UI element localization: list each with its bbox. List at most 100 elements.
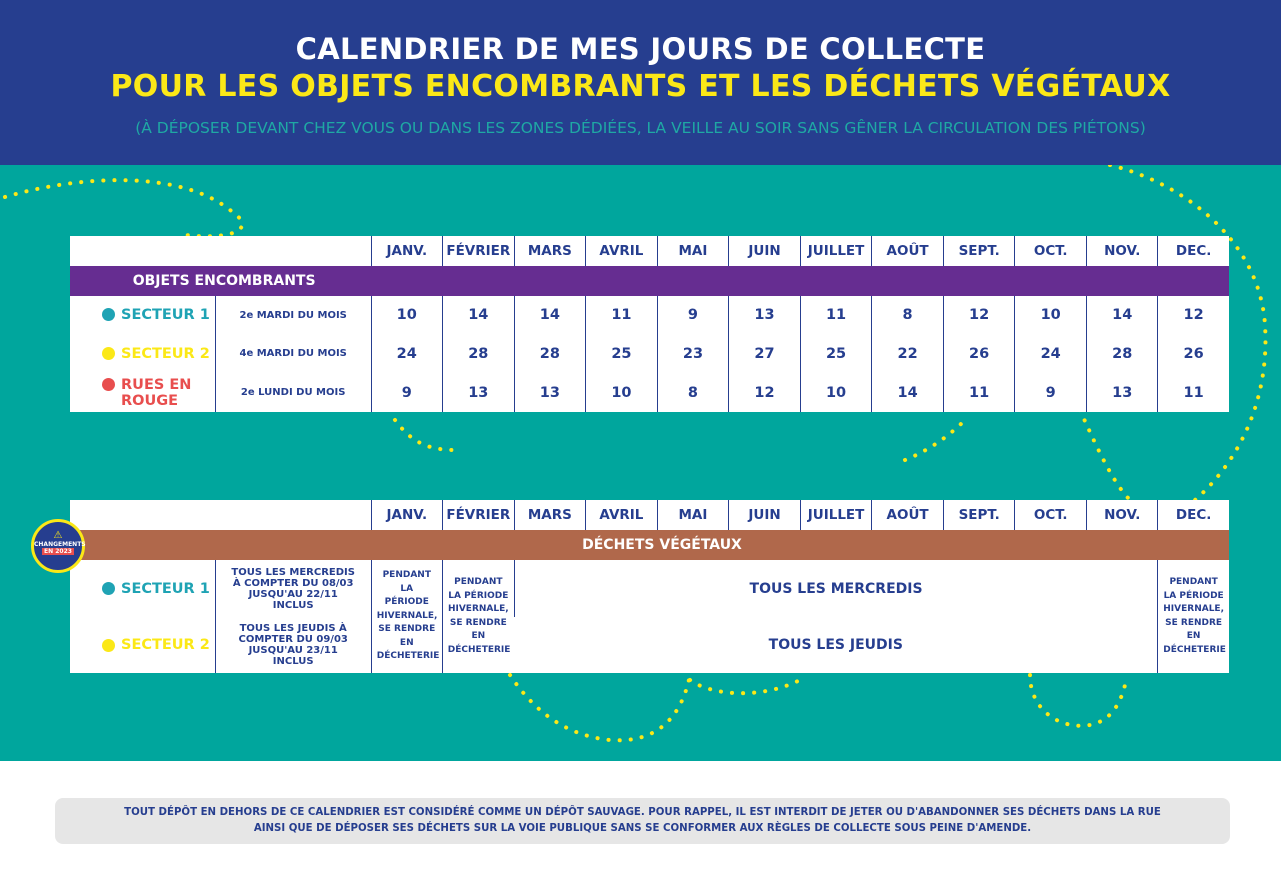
badge-line-2: EN 2023 bbox=[42, 548, 74, 555]
deposit-note: (À DÉPOSER DEVANT CHEZ VOUS OU DANS LES … bbox=[135, 119, 1146, 137]
sector-cell: RUES EN ROUGE bbox=[70, 373, 216, 412]
day-cell: 12 bbox=[943, 296, 1015, 334]
month-nov: NOV. bbox=[1086, 236, 1158, 266]
month-oct: OCT. bbox=[1014, 500, 1087, 530]
day-cell: 8 bbox=[871, 296, 944, 334]
month-jun: JUIN bbox=[727, 500, 801, 530]
day-cell: 9 bbox=[656, 296, 729, 334]
day-cell: 13 bbox=[1086, 373, 1158, 412]
day-cell: 22 bbox=[871, 334, 944, 373]
badge-line-1: CHANGEMENTS bbox=[34, 541, 86, 548]
rule-cell: TOUS LES MERCREDIS À COMPTER DU 08/03 JU… bbox=[214, 560, 372, 617]
day-cell: 26 bbox=[943, 334, 1015, 373]
table-row: SECTEUR 2 4e MARDI DU MOIS 24 28 28 25 2… bbox=[70, 334, 1229, 373]
day-cell: 28 bbox=[441, 334, 515, 373]
month-may: MAI bbox=[656, 500, 729, 530]
header-blank bbox=[70, 236, 372, 266]
warning-icon: ⚠ bbox=[53, 530, 63, 541]
month-apr: AVRIL bbox=[584, 500, 658, 530]
page-title: CALENDRIER DE MES JOURS DE COLLECTE bbox=[295, 32, 986, 66]
vegetaux-table: JANV. FÉVRIER MARS AVRIL MAI JUIN JUILLE… bbox=[70, 500, 1229, 673]
day-cell: 11 bbox=[584, 296, 658, 334]
rues-en-rouge-dot-icon bbox=[102, 378, 115, 391]
changes-badge: ⚠ CHANGEMENTS EN 2023 bbox=[31, 519, 86, 573]
day-cell: 28 bbox=[1086, 334, 1158, 373]
sector-1-dot-icon bbox=[102, 308, 115, 321]
month-apr: AVRIL bbox=[584, 236, 658, 266]
day-cell: 9 bbox=[370, 373, 443, 412]
encombrants-table: JANV. FÉVRIER MARS AVRIL MAI JUIN JUILLE… bbox=[70, 236, 1229, 412]
sector-cell: SECTEUR 1 bbox=[70, 296, 216, 334]
month-mar: MARS bbox=[513, 236, 586, 266]
encombrants-band-fill bbox=[371, 266, 1229, 296]
day-cell: 10 bbox=[370, 296, 443, 334]
day-cell: 13 bbox=[727, 296, 801, 334]
month-mar: MARS bbox=[513, 500, 586, 530]
day-cell: 24 bbox=[370, 334, 443, 373]
day-cell: 25 bbox=[800, 334, 872, 373]
day-cell: 23 bbox=[656, 334, 729, 373]
winter-note-jan: PENDANT LA PÉRIODE HIVERNALE, SE RENDRE … bbox=[370, 560, 443, 673]
sector-label: SECTEUR 1 bbox=[121, 307, 210, 323]
footer-line-1: TOUT DÉPÔT EN DEHORS DE CE CALENDRIER ES… bbox=[124, 807, 1161, 818]
day-cell: 13 bbox=[441, 373, 515, 412]
sector-1-dot-icon bbox=[102, 582, 115, 595]
sector-cell: SECTEUR 1 bbox=[70, 560, 216, 617]
header: CALENDRIER DE MES JOURS DE COLLECTE POUR… bbox=[0, 0, 1281, 165]
month-dec: DEC. bbox=[1157, 500, 1229, 530]
day-cell: 8 bbox=[656, 373, 729, 412]
day-cell: 25 bbox=[584, 334, 658, 373]
day-cell: 10 bbox=[1014, 296, 1087, 334]
day-cell: 10 bbox=[584, 373, 658, 412]
day-cell: 9 bbox=[1014, 373, 1087, 412]
schedule-sector-1: TOUS LES MERCREDIS bbox=[513, 560, 1158, 617]
day-cell: 27 bbox=[727, 334, 801, 373]
sector-label: SECTEUR 2 bbox=[121, 345, 210, 362]
rule-cell: 2e MARDI DU MOIS bbox=[214, 296, 372, 334]
month-jan: JANV. bbox=[370, 236, 443, 266]
month-sep: SEPT. bbox=[943, 500, 1015, 530]
day-cell: 11 bbox=[943, 373, 1015, 412]
month-may: MAI bbox=[656, 236, 729, 266]
day-cell: 24 bbox=[1014, 334, 1087, 373]
month-nov: NOV. bbox=[1086, 500, 1158, 530]
footer-line-2: AINSI QUE DE DÉPOSER SES DÉCHETS SUR LA … bbox=[253, 823, 1032, 834]
table-row: RUES EN ROUGE 2e LUNDI DU MOIS 9 13 13 1… bbox=[70, 373, 1229, 412]
sector-2-dot-icon bbox=[102, 639, 115, 652]
month-jul: JUILLET bbox=[800, 500, 872, 530]
vegetaux-title: DÉCHETS VÉGÉTAUX bbox=[70, 530, 1229, 560]
winter-note-dec: PENDANT LA PÉRIODE HIVERNALE, SE RENDRE … bbox=[1157, 560, 1229, 673]
day-cell: 14 bbox=[441, 296, 515, 334]
sector-label: SECTEUR 1 bbox=[121, 580, 210, 597]
page-subtitle: POUR LES OBJETS ENCOMBRANTS ET LES DÉCHE… bbox=[110, 69, 1171, 104]
month-feb: FÉVRIER bbox=[441, 236, 515, 266]
table-row: SECTEUR 1 2e MARDI DU MOIS 10 14 14 11 9… bbox=[70, 296, 1229, 334]
sector-label: RUES EN ROUGE bbox=[121, 376, 192, 409]
month-jun: JUIN bbox=[727, 236, 801, 266]
day-cell: 11 bbox=[800, 296, 872, 334]
day-cell: 12 bbox=[1157, 296, 1229, 334]
day-cell: 14 bbox=[871, 373, 944, 412]
footer-warning: TOUT DÉPÔT EN DEHORS DE CE CALENDRIER ES… bbox=[55, 798, 1230, 844]
day-cell: 28 bbox=[513, 334, 586, 373]
month-dec: DEC. bbox=[1157, 236, 1229, 266]
encombrants-title: OBJETS ENCOMBRANTS bbox=[70, 266, 372, 296]
month-sep: SEPT. bbox=[943, 236, 1015, 266]
schedule-sector-2: TOUS LES JEUDIS bbox=[514, 617, 1158, 673]
day-cell: 10 bbox=[800, 373, 872, 412]
day-cell: 13 bbox=[513, 373, 586, 412]
table-row: SECTEUR 2 TOUS LES JEUDIS À COMPTER DU 0… bbox=[70, 617, 1229, 673]
month-aug: AOÛT bbox=[871, 236, 944, 266]
month-jan: JANV. bbox=[370, 500, 443, 530]
sector-cell: SECTEUR 2 bbox=[70, 617, 216, 673]
month-oct: OCT. bbox=[1014, 236, 1087, 266]
months-header-row: JANV. FÉVRIER MARS AVRIL MAI JUIN JUILLE… bbox=[70, 500, 1229, 530]
month-jul: JUILLET bbox=[800, 236, 872, 266]
table-row: SECTEUR 1 TOUS LES MERCREDIS À COMPTER D… bbox=[70, 560, 1229, 673]
sector-2-dot-icon bbox=[102, 347, 115, 360]
day-cell: 14 bbox=[513, 296, 586, 334]
day-cell: 26 bbox=[1157, 334, 1229, 373]
header-blank bbox=[70, 500, 372, 530]
day-cell: 11 bbox=[1157, 373, 1229, 412]
sector-label: SECTEUR 2 bbox=[121, 637, 210, 653]
